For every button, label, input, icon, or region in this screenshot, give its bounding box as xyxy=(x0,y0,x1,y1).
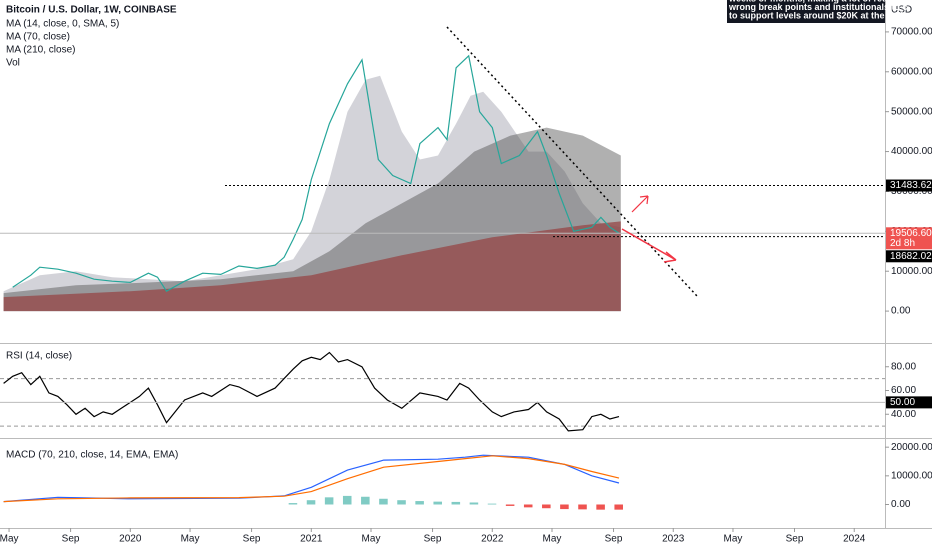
x-tick-label: May xyxy=(181,534,200,545)
y-tick-label: 30000.00 xyxy=(891,186,932,197)
histogram-bar xyxy=(614,504,623,510)
x-tick-label: May xyxy=(724,534,743,545)
y-tick-label: 60000.00 xyxy=(891,66,932,77)
histogram-bar xyxy=(596,504,605,510)
legend-entry: MA (210, close) xyxy=(6,45,75,56)
y-tick-label: 10000.00 xyxy=(891,470,932,481)
x-tick-label: Sep xyxy=(605,534,623,545)
price-label: 18682.02 xyxy=(890,251,932,262)
histogram-bar xyxy=(288,503,298,505)
trend-line xyxy=(446,26,698,297)
price-label: 19506.60 xyxy=(890,228,932,239)
y-tick-label: 60.00 xyxy=(891,385,916,396)
histogram-bar xyxy=(542,504,551,509)
histogram-bar xyxy=(379,498,388,505)
annotation-box xyxy=(727,0,885,23)
histogram-bar xyxy=(361,496,370,505)
x-tick-label: 2021 xyxy=(300,534,323,545)
legend-label: Vol xyxy=(6,58,20,69)
y-tick-label: 0.00 xyxy=(891,499,911,510)
x-tick-label: 2022 xyxy=(481,534,504,545)
histogram-bar xyxy=(505,504,515,506)
price-label-note: 2d 8h xyxy=(890,238,915,249)
y-tick-label: 50000.00 xyxy=(891,106,932,117)
arrow-down xyxy=(621,228,677,263)
series-line xyxy=(12,54,620,292)
plot xyxy=(0,54,885,510)
histogram-bar xyxy=(415,501,424,505)
price-label: 31483.62 xyxy=(890,180,932,191)
y-tick-label: 10000.00 xyxy=(891,266,932,277)
x-tick-label: Sep xyxy=(243,534,261,545)
histogram-bar xyxy=(324,497,334,505)
series-line xyxy=(3,351,620,432)
x-tick-label: Sep xyxy=(786,534,804,545)
y-tick-label: 70000.00 xyxy=(891,27,932,38)
x-tick-label: 2023 xyxy=(662,534,685,545)
histogram-bar xyxy=(306,500,316,505)
y-tick-label: 20000.00 xyxy=(891,442,932,453)
histogram-bar xyxy=(433,501,442,505)
x-tick-label: 2024 xyxy=(843,534,866,545)
histogram-bar xyxy=(469,502,479,505)
x-tick-label: May xyxy=(543,534,562,545)
y-tick-label: 40000.00 xyxy=(891,146,932,157)
price-label-box xyxy=(886,250,932,263)
series-line xyxy=(3,455,620,503)
y-tick-label: 0.00 xyxy=(891,306,911,317)
annotation-text: to support levels around $20K at the end xyxy=(729,10,903,20)
chart-title: Bitcoin / U.S. Dollar, 1W, COINBASE xyxy=(6,5,177,16)
histogram-bar xyxy=(578,504,587,510)
annotation-text: wrong break points and institutionals to… xyxy=(728,2,908,12)
ma-area xyxy=(3,221,621,312)
histogram-bar xyxy=(487,503,497,505)
price-label-box xyxy=(886,227,932,250)
price-label-box xyxy=(886,179,932,192)
price-label-box xyxy=(886,396,932,409)
legend-entry: MA (14, close, 0, SMA, 5) xyxy=(6,19,119,30)
x-tick-label: 2020 xyxy=(119,534,142,545)
histogram-bar xyxy=(560,504,569,510)
y-tick-label: 80.00 xyxy=(891,361,916,372)
unit-label: USD xyxy=(891,5,912,16)
legend-entry: MA (70, close) xyxy=(6,32,70,43)
price-label: 50.00 xyxy=(890,397,915,408)
pane-title: MACD (70, 210, close, 14, EMA, EMA) xyxy=(6,450,178,461)
pane-title: RSI (14, close) xyxy=(6,351,72,362)
x-tick-label: Sep xyxy=(62,534,80,545)
annotation-text: weeks or months, making a lot of retail xyxy=(728,0,895,3)
x-tick-label: May xyxy=(0,534,19,545)
arrow-up xyxy=(631,195,649,213)
histogram-bar xyxy=(342,495,352,505)
x-tick-label: Sep xyxy=(424,534,442,545)
histogram-bar xyxy=(523,504,533,508)
histogram-bar xyxy=(397,500,406,505)
y-tick-label: 40.00 xyxy=(891,409,916,420)
histogram-bar xyxy=(451,501,461,505)
x-tick-label: May xyxy=(362,534,381,545)
